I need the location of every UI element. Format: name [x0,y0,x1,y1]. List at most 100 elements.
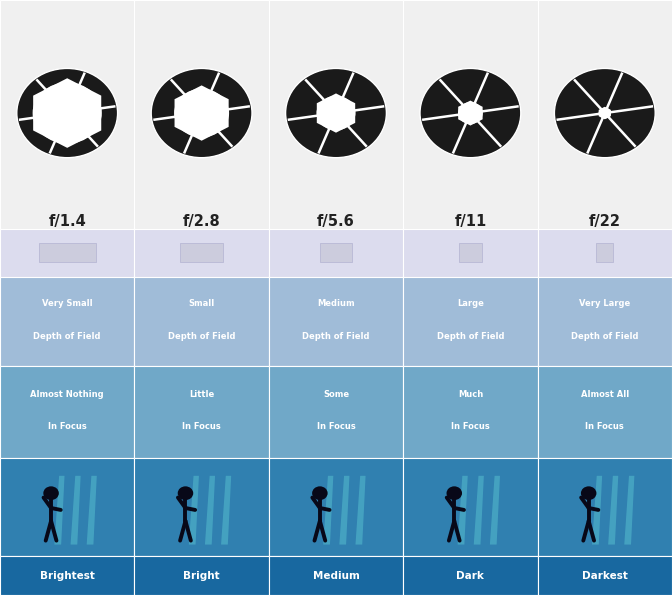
Polygon shape [585,118,625,152]
Polygon shape [317,93,355,133]
Text: In Focus: In Focus [451,422,490,431]
Text: Bright: Bright [183,571,220,581]
Polygon shape [47,74,87,92]
Polygon shape [181,131,222,152]
Text: In Focus: In Focus [585,422,624,431]
Bar [459,243,482,262]
Bar [0,277,134,366]
Bar [269,229,403,277]
Polygon shape [347,78,384,109]
Polygon shape [610,114,653,148]
Polygon shape [585,74,625,108]
Polygon shape [221,476,231,544]
Bar [320,243,352,262]
Circle shape [458,102,482,124]
Text: f/5.6: f/5.6 [317,214,355,229]
Text: Almost Nothing: Almost Nothing [30,390,104,399]
Bar [269,458,403,556]
Polygon shape [205,476,215,544]
Bar [538,556,672,595]
Polygon shape [355,476,366,544]
Bar [180,243,224,262]
Bar [0,0,134,229]
Text: Very Small: Very Small [42,299,93,308]
Bar [0,229,134,277]
Text: Dark: Dark [456,571,485,581]
Bar [0,556,134,595]
Text: f/11: f/11 [454,214,487,229]
Text: In Focus: In Focus [317,422,355,431]
Polygon shape [218,118,250,148]
Text: In Focus: In Focus [48,422,87,431]
Circle shape [599,108,611,118]
Text: Depth of Field: Depth of Field [571,331,638,341]
Bar [403,366,538,458]
Bar [134,0,269,229]
Bar [403,458,538,556]
Circle shape [446,486,462,500]
Polygon shape [54,476,65,544]
Polygon shape [592,476,602,544]
Bar [38,243,96,262]
Polygon shape [474,476,484,544]
Bar [538,277,672,366]
Circle shape [286,68,386,158]
Bar [403,229,538,277]
Bar [538,458,672,556]
Bar [538,366,672,458]
Bar [403,0,538,229]
Circle shape [151,68,252,158]
Polygon shape [217,78,250,108]
Bar [0,366,134,458]
Polygon shape [19,78,50,108]
Polygon shape [556,115,601,148]
Bar [269,366,403,458]
Text: Large: Large [457,299,484,308]
Bar [134,229,269,277]
Text: f/1.4: f/1.4 [48,214,86,229]
Polygon shape [181,74,222,95]
Polygon shape [624,476,634,544]
Bar [134,277,269,366]
Text: Very Large: Very Large [579,299,630,308]
Bar [269,0,403,229]
Polygon shape [288,117,325,148]
Text: Almost All: Almost All [581,390,629,399]
Polygon shape [490,476,500,544]
Polygon shape [422,116,463,148]
Polygon shape [478,78,519,110]
Circle shape [177,486,194,500]
Circle shape [43,486,59,500]
Circle shape [420,68,521,158]
Bar [134,458,269,556]
Bar [538,0,672,229]
Text: Some: Some [323,390,349,399]
Text: Depth of Field: Depth of Field [168,331,235,341]
Text: Depth of Field: Depth of Field [437,331,504,341]
Text: In Focus: In Focus [182,422,221,431]
Polygon shape [422,78,461,112]
Polygon shape [19,118,48,148]
Text: f/22: f/22 [589,214,621,229]
Polygon shape [599,107,611,119]
Polygon shape [458,101,482,126]
Text: Darkest: Darkest [582,571,628,581]
Polygon shape [316,74,356,98]
Polygon shape [339,476,349,544]
Circle shape [554,68,655,158]
Polygon shape [349,116,384,148]
Bar [134,556,269,595]
Bar [269,556,403,595]
Text: Depth of Field: Depth of Field [302,331,370,341]
Polygon shape [189,476,199,544]
Text: Brightest: Brightest [40,571,95,581]
Polygon shape [87,476,97,544]
Circle shape [174,89,229,137]
Polygon shape [608,476,618,544]
Bar [403,556,538,595]
Text: Depth of Field: Depth of Field [34,331,101,341]
Polygon shape [85,118,116,148]
Bar [269,277,403,366]
Polygon shape [153,78,185,108]
Polygon shape [33,78,101,148]
